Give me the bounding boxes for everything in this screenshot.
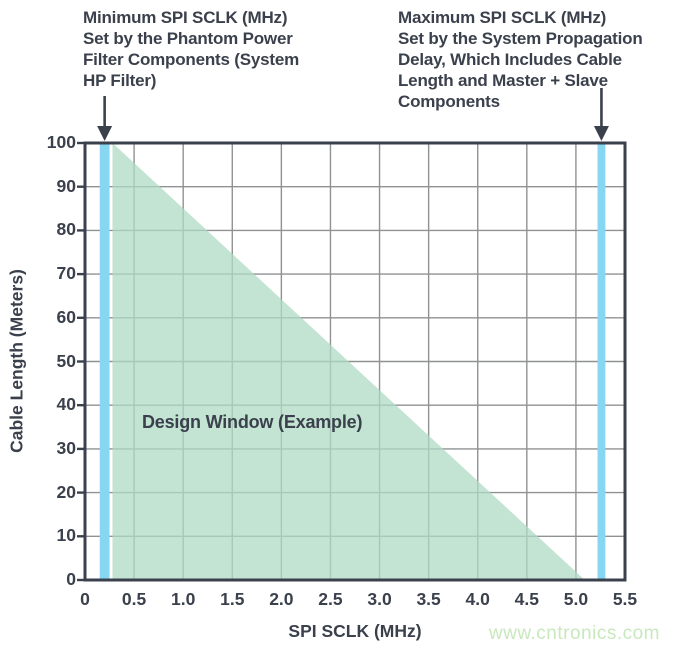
design-window-label: Design Window (Example): [142, 412, 363, 432]
y-tick-label: 100: [46, 132, 76, 152]
y-axis-title: Cable Length (Meters): [6, 269, 27, 453]
y-tick-label: 20: [56, 481, 76, 502]
y-tick-label: 60: [56, 306, 76, 327]
y-tick-label: 10: [56, 525, 76, 546]
x-axis-title: SPI SCLK (MHz): [288, 621, 422, 641]
y-tick-label: 90: [56, 175, 76, 196]
x-tick-label: 5.0: [563, 589, 589, 609]
x-tick-label: 5.5: [612, 589, 638, 609]
y-tick-label: 50: [56, 350, 76, 371]
x-tick-label: 0: [80, 589, 90, 609]
x-tick-label: 3.5: [416, 589, 441, 609]
annotation-max-sclk: Maximum SPI SCLK (MHz) Set by the System…: [398, 8, 643, 111]
max-sclk-arrowhead-icon: [593, 126, 609, 141]
y-tick-label: 40: [56, 394, 76, 415]
y-tick-label: 70: [56, 263, 76, 284]
watermark: www.cntronics.com: [488, 623, 660, 644]
annotation-min-sclk: Minimum SPI SCLK (MHz) Set by the Phanto…: [83, 8, 300, 90]
x-tick-label: 4.0: [465, 589, 490, 609]
x-tick-label: 1.5: [220, 589, 245, 609]
x-tick-label: 2.5: [318, 589, 343, 609]
max-spi-sclk-limit-band: [597, 143, 606, 580]
x-tick-label: 3.0: [367, 589, 392, 609]
x-tick-label: 2.0: [269, 589, 294, 609]
min-spi-sclk-limit-band: [99, 143, 110, 580]
x-tick-label: 4.5: [514, 589, 539, 609]
x-tick-label: 1.0: [171, 589, 196, 609]
plot-border: [83, 141, 627, 582]
min-sclk-arrowhead-icon: [97, 126, 113, 141]
y-tick-label: 30: [56, 437, 76, 458]
y-tick-label: 0: [66, 569, 76, 589]
design-window-area: [112, 143, 585, 580]
y-tick-label: 80: [56, 219, 76, 240]
x-tick-label: 0.5: [121, 589, 147, 609]
